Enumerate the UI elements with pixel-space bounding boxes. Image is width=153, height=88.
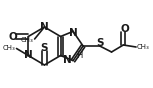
Text: S: S	[41, 43, 48, 53]
Text: N: N	[63, 55, 72, 65]
Text: O: O	[121, 24, 130, 34]
Text: H: H	[76, 51, 82, 60]
Text: N: N	[69, 28, 77, 38]
Text: S: S	[96, 38, 104, 48]
Text: N: N	[24, 51, 33, 61]
Text: CH₃: CH₃	[137, 44, 150, 50]
Text: CH₃: CH₃	[3, 45, 16, 51]
Text: O: O	[8, 32, 17, 42]
Text: N: N	[40, 22, 49, 32]
Text: CH₃: CH₃	[21, 37, 34, 43]
